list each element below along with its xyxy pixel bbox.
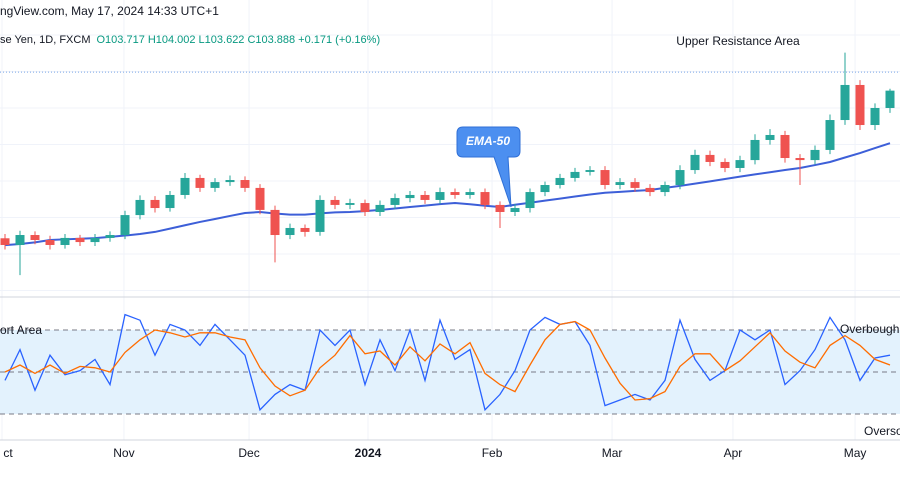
candle-body	[465, 192, 475, 195]
callout-box	[456, 126, 521, 208]
x-tick-label: May	[844, 446, 867, 460]
source: ngView.com, May 17, 2024 14:33 UTC+1	[0, 4, 219, 18]
candle-body	[480, 192, 490, 205]
x-tick-label: Mar	[602, 446, 623, 460]
callout-text: EMA-50	[466, 134, 510, 148]
candle-body	[765, 134, 775, 140]
x-tick-label: 2024	[355, 446, 382, 460]
candle-body	[120, 215, 130, 236]
candle-body	[540, 185, 550, 193]
candle-body	[180, 177, 190, 195]
candle-body	[360, 203, 370, 212]
grid	[0, 0, 900, 440]
oscillator-line	[4, 320, 891, 401]
candle-body	[570, 171, 580, 178]
candle-body	[375, 204, 385, 212]
candle-body	[630, 182, 640, 188]
candle-body	[435, 192, 445, 200]
candle-body	[165, 194, 175, 209]
symbol: se Yen, 1D, FXCM	[0, 34, 91, 46]
candle-body	[270, 209, 280, 236]
oscillator-line	[4, 313, 891, 412]
oscillator-panel: ort Area Overbough Overso	[0, 313, 900, 438]
x-tick-label: Apr	[724, 446, 743, 460]
candle-body	[615, 182, 625, 185]
candle-body	[30, 235, 40, 240]
change: +0.171 (+0.16%)	[298, 34, 380, 46]
ema-callout: EMA-50	[456, 126, 521, 208]
x-tick-label: Nov	[113, 446, 134, 460]
candle-body	[780, 134, 790, 159]
candle-body	[660, 185, 670, 193]
x-tick-label: Dec	[238, 446, 259, 460]
candle-body	[45, 240, 55, 245]
candle-body	[15, 235, 25, 245]
ohlc: C103.888	[247, 34, 295, 46]
candle-body	[735, 160, 745, 168]
candle-body	[585, 170, 595, 172]
candle-body	[330, 199, 340, 205]
candle-body	[840, 84, 850, 121]
symbol-line: se Yen, 1D, FXCM O103.717 H104.002 L103.622…	[0, 34, 380, 46]
candle-body	[90, 237, 100, 243]
candle-body	[285, 227, 295, 236]
candle-body	[510, 208, 520, 212]
candle-body	[810, 149, 820, 161]
ema-line	[4, 142, 891, 247]
candle-body	[0, 238, 10, 245]
candle-body	[405, 194, 415, 199]
candle-body	[870, 108, 880, 126]
x-axis: ct Nov Dec 2024 Feb Mar Apr May	[3, 446, 866, 460]
candle-body	[240, 180, 250, 188]
candle-body	[60, 237, 70, 245]
candle-body	[705, 154, 715, 162]
ohlc: L103.622	[199, 34, 245, 46]
candle-body	[750, 139, 760, 161]
candle-body	[885, 90, 895, 108]
candle-body	[225, 180, 235, 183]
oscillator-annotation: Overso	[864, 424, 900, 438]
ohlc: H104.002	[148, 34, 196, 46]
candle-body	[825, 120, 835, 150]
candle-body	[315, 199, 325, 232]
candle-body	[135, 199, 145, 216]
x-tick-label: Feb	[482, 446, 503, 460]
candle-body	[795, 158, 805, 161]
resistance-label: Upper Resistance Area	[676, 34, 800, 48]
candle-body	[210, 182, 220, 188]
candle-body	[720, 161, 730, 168]
candle-body	[555, 177, 565, 185]
candle-body	[255, 187, 265, 210]
candle-body	[495, 204, 505, 212]
candle-body	[675, 170, 685, 185]
candle-body	[450, 192, 460, 195]
x-tick-label: ct	[3, 446, 13, 460]
candle-body	[345, 203, 355, 205]
candle-body	[195, 177, 205, 188]
candle-body	[390, 198, 400, 205]
candle-body	[525, 192, 535, 209]
candle-body	[105, 235, 115, 238]
candle-body	[600, 170, 610, 185]
oscillator-annotation: ort Area	[0, 323, 42, 337]
candle-body	[300, 227, 310, 232]
oscillator-annotation: Overbough	[840, 322, 899, 336]
candle-body	[150, 199, 160, 209]
candle-body	[645, 187, 655, 193]
ohlc: O103.717	[97, 34, 145, 46]
candle-body	[75, 237, 85, 243]
candle-body	[420, 194, 430, 200]
candle-body	[855, 84, 865, 126]
candle-body	[690, 154, 700, 171]
price-panel	[0, 52, 900, 276]
